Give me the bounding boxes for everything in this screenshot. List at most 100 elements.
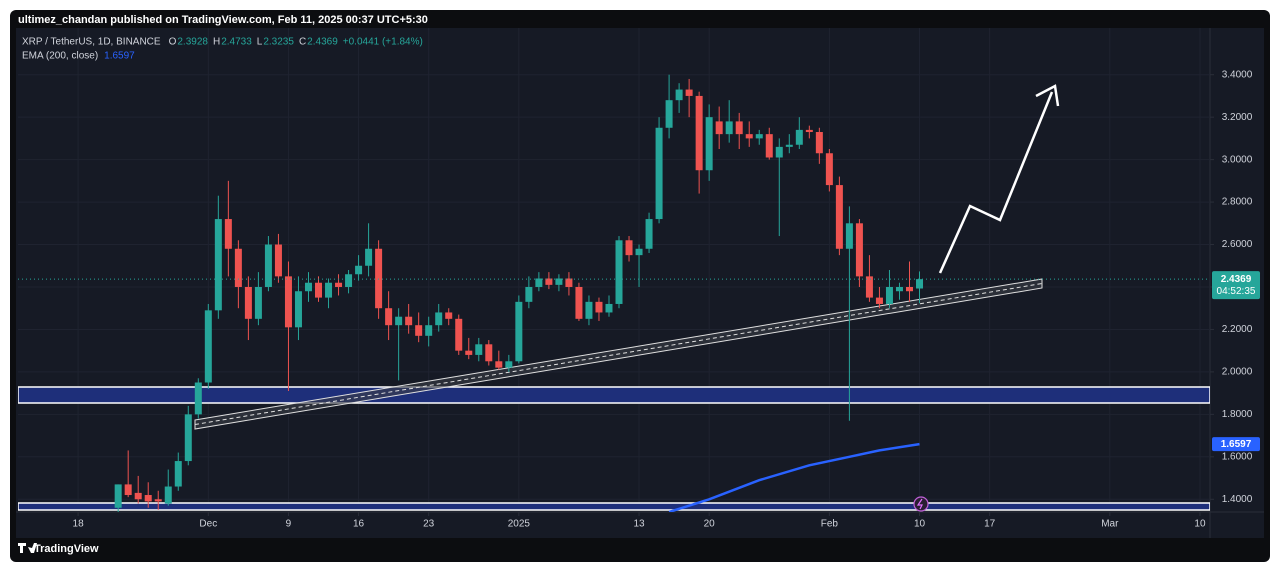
ema-line [668, 442, 920, 512]
candle-body [695, 95, 703, 171]
last-price-box [1212, 271, 1260, 300]
arrow-head [1035, 84, 1060, 107]
x-tick-label: Feb [821, 519, 839, 530]
legend-change: +0.0441 (+1.84%) [343, 37, 423, 48]
candle-body [315, 282, 323, 298]
candle-body [555, 278, 563, 285]
legend-field-label: C [299, 37, 306, 48]
candle-body [635, 248, 643, 256]
candle-body [895, 286, 903, 292]
candle-body [685, 89, 693, 96]
candle-body [905, 286, 913, 292]
candle-body [745, 134, 753, 139]
arrow-path [938, 91, 1054, 274]
candle-body [224, 219, 232, 249]
x-tick-label: 18 [73, 519, 85, 530]
candle-body [665, 100, 673, 128]
candle-body [284, 276, 292, 328]
candle-body [435, 312, 443, 326]
chart-panel [16, 28, 1264, 538]
candle-body [825, 153, 833, 186]
legend-ema-value: 1.6597 [104, 51, 135, 62]
candle-body [515, 301, 523, 362]
projection-arrow [938, 84, 1060, 274]
candle-body [184, 414, 192, 462]
candle-body [124, 484, 132, 496]
candle-body [916, 279, 924, 289]
candle-body [615, 240, 623, 304]
y-tick-label: 3.2000 [1222, 112, 1253, 123]
candle-body [535, 278, 543, 287]
footer-logo [18, 543, 37, 553]
publisher-line: ultimez_chandan published on TradingView… [18, 14, 428, 26]
legend-field-value: 2.3235 [263, 37, 294, 48]
candle-body [204, 310, 212, 383]
candle-body [865, 276, 873, 298]
candle-body [345, 274, 353, 287]
candle-body [545, 278, 553, 285]
grid [18, 28, 1210, 512]
event-icon[interactable] [913, 496, 929, 512]
candle-body [595, 301, 603, 313]
drawings [18, 278, 1210, 511]
candle-body [264, 244, 272, 287]
y-tick-label: 3.0000 [1222, 154, 1253, 165]
candle-body [325, 282, 333, 298]
candle-body [795, 129, 803, 145]
candle-body [875, 297, 883, 304]
footer: TradingView [18, 543, 99, 555]
y-tick-label: 2.8000 [1222, 197, 1253, 208]
candle-body [355, 265, 363, 275]
candle-body [705, 117, 713, 171]
candle-body [845, 223, 853, 249]
candle-body [234, 248, 242, 287]
x-tick-label: 13 [633, 519, 645, 530]
candle-body [585, 301, 593, 319]
countdown-label: 04:52:35 [1217, 286, 1256, 297]
y-tick-label: 1.8000 [1222, 409, 1253, 420]
candle-body [675, 89, 683, 101]
legend-field-value: 2.4733 [221, 37, 252, 48]
candle-body [455, 318, 463, 351]
last-price-label: 2.4369 [1221, 274, 1252, 285]
legend-field-label: H [213, 37, 220, 48]
legend-field-value: 2.3928 [177, 37, 208, 48]
candle-body [765, 134, 773, 158]
y-tick-label: 2.2000 [1222, 324, 1253, 335]
candle-body [395, 316, 403, 326]
x-tick-label: 17 [984, 519, 996, 530]
candle-body [775, 146, 783, 158]
legend-ema: EMA (200, close) [22, 51, 98, 62]
candle-body [144, 495, 152, 502]
x-tick-label: 20 [704, 519, 716, 530]
x-tick-label: Dec [199, 519, 217, 530]
candle-body [505, 361, 513, 368]
candle-body [114, 484, 122, 508]
y-tick-label: 2.6000 [1222, 239, 1253, 250]
legend-field-label: O [169, 37, 177, 48]
y-tick-label: 1.6000 [1222, 451, 1253, 462]
y-tick-label: 2.0000 [1222, 367, 1253, 378]
candle-body [715, 121, 723, 135]
x-tick-label: 10 [1194, 519, 1206, 530]
y-tick-label: 3.4000 [1222, 69, 1253, 80]
candle-body [415, 325, 423, 336]
candle-body [575, 286, 583, 319]
candle-body [375, 248, 383, 309]
candle-body [735, 121, 743, 135]
candle-body [565, 278, 573, 287]
candle-body [274, 244, 282, 277]
x-tick-label: 9 [286, 519, 292, 530]
candle-body [465, 350, 473, 355]
event-icon-glyph [916, 498, 923, 510]
candle-body [525, 286, 533, 302]
candle-body [475, 344, 483, 355]
candle-body [164, 486, 172, 504]
candle-body [244, 286, 252, 319]
candle-body [495, 361, 503, 368]
candle-body [294, 291, 302, 328]
candle-body [785, 144, 793, 147]
candle-body [174, 461, 182, 487]
